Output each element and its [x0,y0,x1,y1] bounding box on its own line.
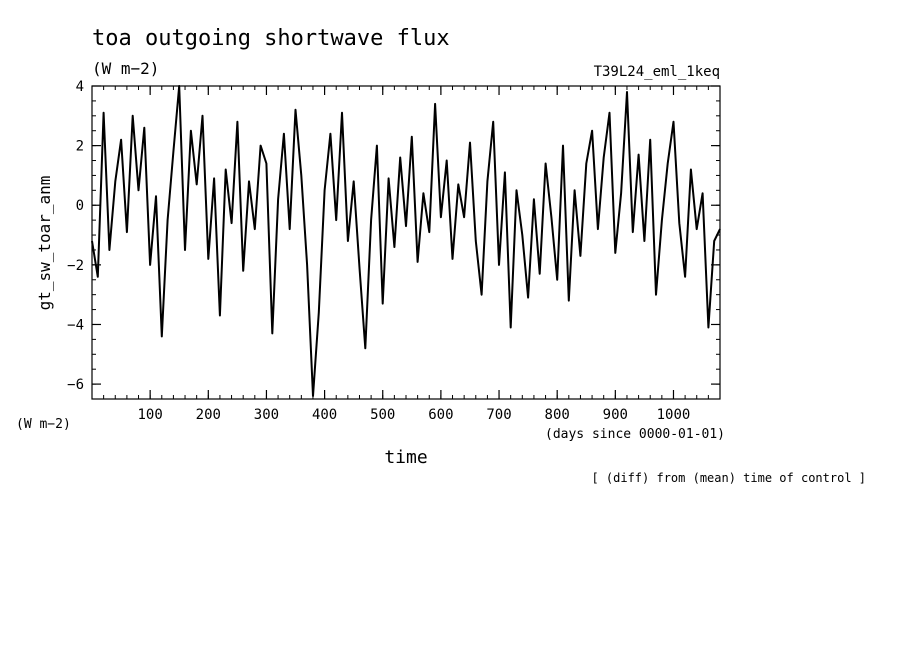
x-tick-label: 400 [312,407,337,423]
chart-title: toa outgoing shortwave flux [92,26,450,51]
y-tick-label: 0 [76,198,84,214]
y-axis-ticks: 4 2 0 −2 −4 −6 [67,79,720,393]
y-tick-label: −2 [67,258,84,274]
x-axis-unit: (days since 0000-01-01) [545,427,725,442]
footnote: [ (diff) from (mean) time of control ] [591,471,866,485]
x-tick-label: 200 [196,407,221,423]
chart-subtitle: (W m−2) [92,59,159,78]
x-tick-label: 300 [254,407,279,423]
series-line [91,85,721,397]
x-axis-ticks: 100 200 300 400 500 600 700 800 900 1000 [137,86,690,423]
x-tick-label: 700 [486,407,511,423]
x-axis-label: time [384,447,427,468]
run-label: T39L24_eml_1keq [594,64,720,80]
y-tick-label: 2 [76,139,84,155]
x-tick-label: 100 [137,407,162,423]
plot-area: 100 200 300 400 500 600 700 800 900 1000 4 2 0 −2 −4 −… [67,79,721,423]
x-tick-label: 600 [428,407,453,423]
y-axis-label: gt_sw_toar_anm [35,176,54,311]
x-tick-label: 1000 [657,407,691,423]
x-tick-label: 900 [603,407,628,423]
x-tick-label: 500 [370,407,395,423]
y-tick-label: 4 [76,79,84,95]
y-tick-label: −6 [67,377,84,393]
y-axis-unit: (W m−2) [16,417,71,432]
y-tick-label: −4 [67,317,84,333]
x-tick-label: 800 [545,407,570,423]
